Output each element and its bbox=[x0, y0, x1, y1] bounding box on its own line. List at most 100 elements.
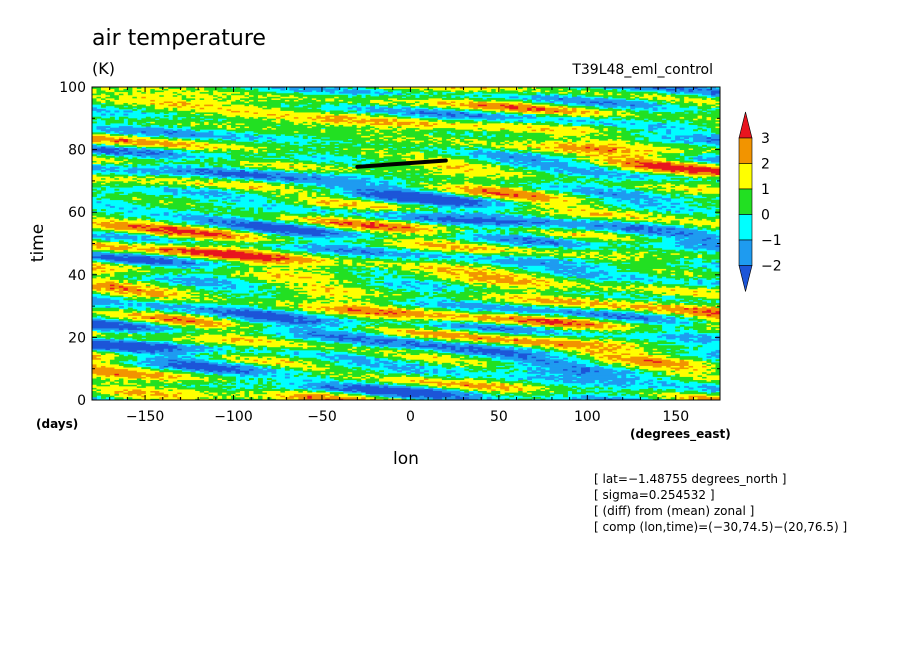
field-band bbox=[491, 248, 497, 251]
field-band bbox=[163, 349, 169, 352]
field-band bbox=[594, 326, 604, 329]
field-band bbox=[464, 213, 488, 216]
field-band bbox=[208, 296, 218, 299]
field-band bbox=[652, 284, 685, 287]
field-band bbox=[428, 265, 434, 268]
field-band bbox=[441, 230, 452, 233]
field-band bbox=[625, 392, 640, 395]
field-band bbox=[302, 301, 308, 304]
field-band bbox=[589, 271, 609, 274]
field-band bbox=[495, 224, 510, 227]
field-band bbox=[352, 249, 362, 252]
field-band bbox=[406, 230, 411, 233]
field-band bbox=[630, 251, 640, 254]
field-band bbox=[571, 227, 577, 230]
field-band bbox=[123, 265, 133, 268]
field-band bbox=[244, 296, 259, 299]
field-band bbox=[92, 378, 102, 381]
field-band bbox=[486, 381, 492, 384]
field-band bbox=[509, 374, 515, 377]
field-band bbox=[554, 324, 604, 327]
field-band bbox=[688, 270, 703, 273]
field-band bbox=[491, 353, 497, 356]
field-band bbox=[311, 284, 317, 287]
field-band bbox=[401, 268, 411, 271]
field-band bbox=[370, 210, 380, 213]
field-band bbox=[688, 237, 707, 240]
field-band bbox=[652, 212, 663, 215]
field-band bbox=[455, 317, 479, 320]
field-band bbox=[675, 329, 681, 332]
field-band bbox=[352, 227, 362, 230]
field-band bbox=[338, 356, 367, 359]
field-band bbox=[244, 395, 250, 398]
field-band bbox=[441, 277, 447, 280]
field-band bbox=[199, 295, 214, 298]
field-band bbox=[217, 302, 227, 305]
field-band bbox=[518, 210, 541, 213]
field-band bbox=[616, 302, 649, 305]
field-band bbox=[410, 353, 420, 356]
field-band bbox=[338, 387, 344, 390]
field-band bbox=[154, 232, 169, 235]
field-band bbox=[235, 223, 272, 226]
field-band bbox=[257, 379, 263, 382]
field-band bbox=[154, 266, 165, 269]
field-band bbox=[567, 349, 573, 352]
field-band bbox=[159, 385, 165, 388]
field-band bbox=[684, 270, 689, 273]
field-band bbox=[271, 266, 299, 269]
field-band bbox=[199, 240, 210, 243]
field-band bbox=[275, 398, 299, 400]
field-band bbox=[468, 331, 479, 334]
field-band bbox=[347, 279, 371, 282]
field-band bbox=[145, 342, 160, 345]
field-band bbox=[262, 284, 290, 287]
field-band bbox=[406, 284, 411, 287]
field-band bbox=[177, 213, 183, 216]
field-band bbox=[684, 277, 689, 280]
run-label: T39L48_eml_control bbox=[571, 62, 713, 78]
field-band bbox=[670, 312, 676, 315]
field-band bbox=[100, 382, 111, 385]
field-band bbox=[392, 235, 398, 238]
field-band bbox=[401, 282, 407, 285]
field-band bbox=[423, 270, 438, 273]
field-band bbox=[275, 288, 295, 291]
field-band bbox=[419, 224, 438, 227]
field-band bbox=[249, 229, 263, 232]
field-band bbox=[428, 216, 438, 219]
field-band bbox=[204, 238, 214, 241]
field-band bbox=[338, 248, 344, 251]
field-band bbox=[383, 273, 389, 276]
field-band bbox=[500, 273, 510, 276]
field-band bbox=[616, 234, 636, 237]
field-band bbox=[190, 246, 201, 249]
field-band bbox=[374, 302, 393, 305]
field-band bbox=[697, 224, 703, 227]
field-band bbox=[558, 304, 564, 307]
field-band bbox=[563, 323, 573, 326]
field-band bbox=[289, 274, 295, 277]
field-band bbox=[607, 321, 613, 324]
field-band bbox=[109, 381, 115, 384]
field-band bbox=[598, 370, 618, 373]
field-band bbox=[163, 213, 169, 216]
field-band bbox=[450, 215, 461, 218]
field-band bbox=[621, 343, 627, 346]
field-band bbox=[563, 393, 568, 396]
field-band bbox=[666, 299, 676, 302]
field-band bbox=[567, 287, 586, 290]
field-band bbox=[172, 374, 178, 377]
field-band bbox=[437, 329, 452, 332]
field-band bbox=[226, 392, 236, 395]
field-band bbox=[455, 276, 461, 279]
field-band bbox=[240, 368, 250, 371]
field-band bbox=[325, 356, 335, 359]
field-band bbox=[414, 371, 425, 374]
field-band bbox=[657, 281, 663, 284]
field-band bbox=[410, 335, 416, 338]
field-band bbox=[257, 306, 268, 309]
field-band bbox=[648, 216, 676, 219]
field-band bbox=[320, 281, 331, 284]
